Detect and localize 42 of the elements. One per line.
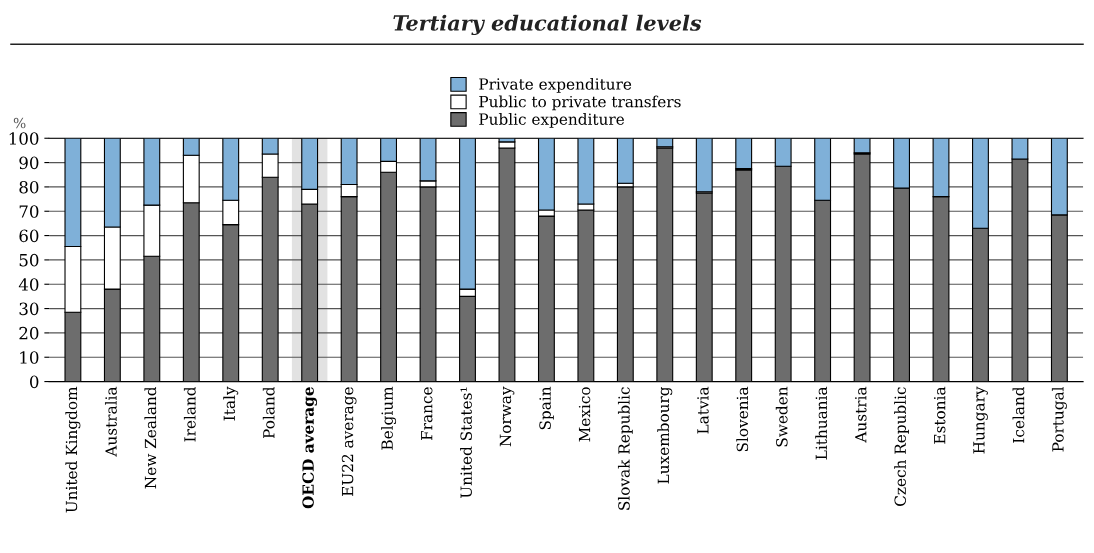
y-tick-label: 50 [19, 253, 39, 267]
legend-label: Public to private transfers [479, 95, 681, 111]
x-tick-label: Estonia [933, 386, 946, 444]
x-tick-label: Latvia [697, 386, 709, 434]
chart-title: Tertiary educational levels [393, 14, 702, 36]
x-tick-label: Norway [499, 386, 515, 447]
x-tick-label: Belgium [381, 386, 397, 450]
x-tick-label: Poland [262, 386, 275, 439]
x-tick-label: Luxembourg [657, 386, 673, 484]
x-tick-label: Slovenia [736, 386, 749, 452]
x-tick-label: Slovak Republic [617, 387, 633, 510]
y-tick-label: 10 [20, 351, 39, 364]
x-tick-label: Austria [855, 386, 867, 443]
x-tick-label: Italy [223, 386, 239, 421]
y-tick-label: 20 [19, 326, 39, 340]
x-tick-label: Hungary [973, 386, 988, 454]
y-tick-label: 80 [19, 180, 39, 194]
y-tick-label: 30 [19, 302, 39, 316]
x-tick-label: France [421, 387, 433, 441]
y-tick-label: 100 [9, 132, 39, 145]
x-tick-label: EU22 average [341, 387, 357, 496]
x-tick-label: Ireland [183, 386, 196, 442]
y-tick-label: 70 [19, 205, 39, 218]
y-tick-label: 40 [18, 278, 39, 291]
x-tick-label: Czech Republic [894, 387, 909, 506]
x-tick-label: Australia [104, 386, 117, 457]
x-tick-label: United States¹ [460, 387, 472, 498]
y-axis-title: % [13, 117, 26, 129]
y-tick-label: 0 [30, 375, 39, 389]
x-tick-label: Lithuania [815, 386, 828, 460]
x-tick-label: United Kingdom [65, 386, 81, 513]
x-tick-label: Spain [539, 386, 554, 430]
legend-label: Private expenditure [479, 78, 632, 93]
x-tick-label: Portugal [1051, 386, 1067, 452]
y-tick-label: 90 [19, 156, 39, 170]
x-tick-label: New Zealand [144, 386, 157, 489]
x-tick-label: Sweden [775, 386, 788, 447]
x-tick-label: Mexico [578, 387, 591, 442]
legend-label: Public expenditure [479, 113, 624, 128]
y-tick-label: 60 [19, 229, 39, 243]
x-tick-label: OECD average [302, 387, 318, 509]
x-tick-label: Iceland [1012, 386, 1025, 443]
